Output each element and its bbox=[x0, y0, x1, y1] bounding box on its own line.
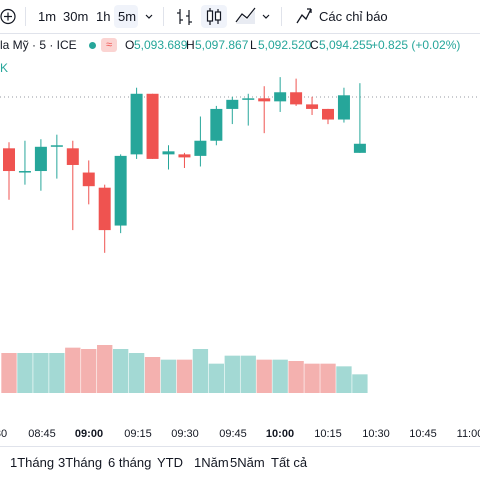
candle-body bbox=[258, 98, 271, 102]
candle-body bbox=[337, 95, 350, 120]
range-ytd[interactable]: YTD bbox=[157, 455, 183, 470]
volume-bar bbox=[304, 363, 320, 393]
volume-bar bbox=[65, 347, 81, 393]
x-tick-label: 11:00 bbox=[457, 428, 480, 440]
x-tick-label: 08:45 bbox=[28, 428, 56, 440]
volume-bar bbox=[320, 363, 336, 393]
candle-body bbox=[290, 92, 303, 105]
high-value: 5,097.867 bbox=[195, 38, 249, 52]
range-bar: 1Tháng 3Tháng 6 tháng YTD 1Năm 5Năm Tất … bbox=[0, 446, 480, 481]
volume-bar bbox=[81, 349, 97, 393]
symbol-label[interactable]: la Mỹ · 5 · ICE bbox=[0, 38, 77, 52]
low-value: 5,092.520 bbox=[258, 38, 312, 52]
volume-bar bbox=[224, 355, 240, 393]
low-label: L bbox=[250, 38, 257, 52]
candle-body bbox=[242, 98, 255, 100]
volume-bar bbox=[1, 353, 17, 393]
volume-bar bbox=[240, 355, 256, 393]
volume-bar bbox=[336, 366, 352, 393]
realtime-badge[interactable]: ≈ bbox=[101, 38, 117, 52]
volume-bar bbox=[144, 357, 161, 393]
volume-bar bbox=[128, 353, 145, 393]
interval-1m-button[interactable]: 1m bbox=[38, 9, 57, 24]
close-value: 5,094.255 bbox=[319, 38, 373, 52]
volume-bar bbox=[288, 361, 304, 393]
candles-icon[interactable] bbox=[203, 0, 225, 33]
range-5-years[interactable]: 5Năm bbox=[230, 455, 265, 470]
volume-bar bbox=[97, 345, 113, 393]
candle-body bbox=[50, 145, 63, 147]
x-tick-label: 10:00 bbox=[266, 428, 294, 440]
x-tick-label: 09:00 bbox=[75, 428, 103, 440]
x-tick-label: 09:30 bbox=[171, 428, 199, 440]
range-3-months[interactable]: 3Tháng bbox=[58, 455, 103, 470]
candle-body bbox=[146, 93, 159, 159]
candles bbox=[3, 77, 366, 253]
x-tick-label: 10:15 bbox=[314, 428, 342, 440]
open-value: 5,093.689 bbox=[134, 38, 188, 52]
candle-body bbox=[353, 143, 366, 153]
range-1-month[interactable]: 1Tháng bbox=[10, 455, 55, 470]
chevron-down-icon[interactable] bbox=[260, 0, 272, 33]
area-chart-icon[interactable] bbox=[234, 0, 258, 33]
candle-body bbox=[178, 154, 191, 158]
range-1-year[interactable]: 1Năm bbox=[194, 455, 229, 470]
volume-bar bbox=[176, 359, 193, 393]
volume-bar bbox=[272, 359, 288, 393]
range-all[interactable]: Tất cả bbox=[271, 455, 308, 470]
x-tick-label: 09:15 bbox=[124, 428, 152, 440]
close-label: C bbox=[310, 38, 319, 52]
interval-1h-button[interactable]: 1h bbox=[96, 9, 111, 24]
candle-body bbox=[66, 148, 79, 165]
volume-bar bbox=[49, 353, 65, 393]
chart-toolbar: 1m 30m 1h 5m Các chỉ báo bbox=[0, 0, 480, 34]
open-label: O bbox=[125, 38, 135, 52]
candle-body bbox=[114, 155, 127, 226]
volume-bar bbox=[208, 363, 225, 393]
indicators-button[interactable]: Các chỉ báo bbox=[319, 9, 388, 24]
candle-body bbox=[306, 104, 319, 109]
volume-bar bbox=[192, 349, 209, 393]
change-value: +0.825 (+0.02%) bbox=[371, 38, 461, 52]
range-6-months[interactable]: 6 tháng bbox=[108, 455, 152, 470]
high-label: H bbox=[186, 38, 195, 52]
chevron-down-icon[interactable] bbox=[143, 0, 155, 33]
volume-bars bbox=[1, 345, 368, 393]
add-symbol-icon[interactable] bbox=[0, 0, 20, 33]
legend-sub-label: K bbox=[0, 61, 9, 75]
volume-bar bbox=[112, 349, 129, 393]
volume-bar bbox=[160, 359, 177, 393]
interval-5m-button[interactable]: 5m bbox=[118, 9, 137, 24]
candle-body bbox=[34, 146, 47, 172]
x-tick-label: 10:30 bbox=[362, 428, 390, 440]
time-axis: 30 08:45 09:00 09:15 09:30 09:45 10:00 10:15 10:… bbox=[0, 428, 480, 440]
volume-bar bbox=[352, 374, 368, 393]
candle-body bbox=[130, 93, 143, 155]
volume-bar bbox=[17, 353, 33, 393]
market-status-dot bbox=[89, 42, 96, 49]
candle-body bbox=[18, 171, 31, 173]
candle-body bbox=[3, 148, 15, 172]
volume-bar bbox=[256, 359, 272, 393]
candle-body bbox=[226, 99, 239, 109]
candle-body bbox=[210, 108, 223, 141]
x-tick-label: 10:45 bbox=[409, 428, 437, 440]
interval-30m-button[interactable]: 30m bbox=[63, 9, 89, 24]
candle-body bbox=[322, 108, 334, 120]
bars-icon[interactable] bbox=[174, 0, 196, 33]
candle-body bbox=[274, 92, 287, 102]
candlestick-chart[interactable]: 30 08:45 09:00 09:15 09:30 09:45 10:00 10:15 10:… bbox=[0, 57, 480, 446]
candle-body bbox=[194, 140, 207, 156]
x-tick-label: 09:45 bbox=[219, 428, 247, 440]
candle-body bbox=[162, 151, 175, 155]
interval-active-bg bbox=[114, 5, 138, 28]
candle-body bbox=[82, 172, 95, 187]
indicators-icon[interactable] bbox=[294, 0, 314, 33]
volume-bar bbox=[33, 353, 49, 393]
x-tick-label: 30 bbox=[0, 428, 7, 440]
candle-body bbox=[98, 187, 111, 231]
